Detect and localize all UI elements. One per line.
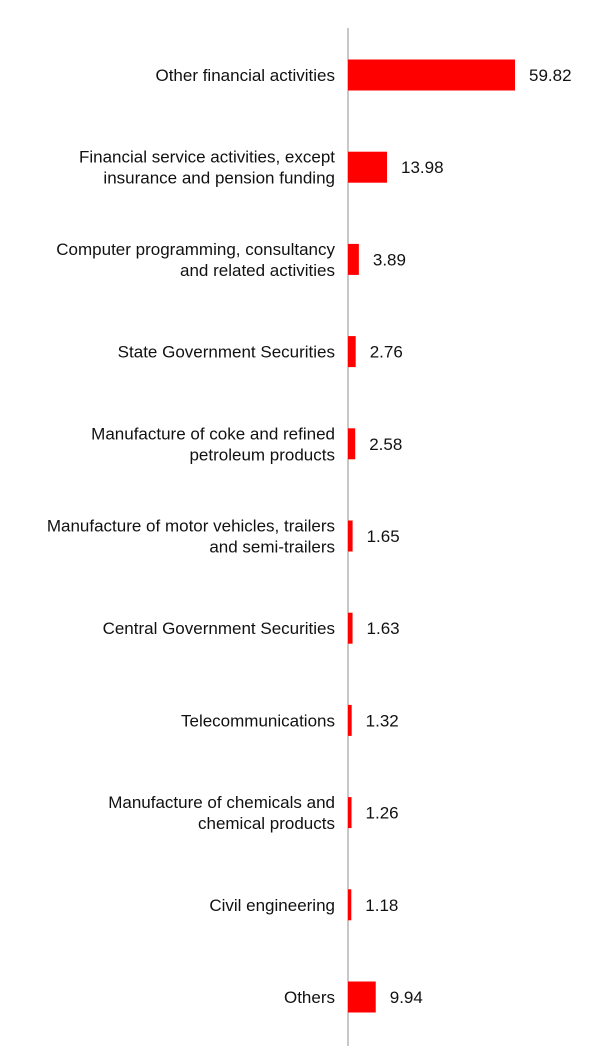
bar-1 xyxy=(348,151,388,183)
value-label-5: 1.65 xyxy=(367,527,400,546)
value-label-1: 13.98 xyxy=(401,158,444,177)
value-label-9: 1.18 xyxy=(365,896,398,915)
category-label-line: Manufacture of coke and refined xyxy=(91,424,335,443)
category-label-line: Manufacture of chemicals and xyxy=(108,793,335,812)
bar-10 xyxy=(348,981,376,1013)
category-label-line: Manufacture of motor vehicles, trailers xyxy=(47,517,335,536)
bar-5 xyxy=(348,520,353,552)
category-label-line: insurance and pension funding xyxy=(103,169,335,188)
category-label-line: chemical products xyxy=(198,814,335,833)
category-label-10: Others xyxy=(284,988,335,1007)
category-label-line: Civil engineering xyxy=(209,896,335,915)
category-label-line: Central Government Securities xyxy=(103,619,335,638)
bars-group xyxy=(348,59,515,1013)
bar-4 xyxy=(348,428,356,460)
value-label-2: 3.89 xyxy=(373,250,406,269)
category-label-line: State Government Securities xyxy=(118,343,335,362)
category-label-1: Financial service activities, except insu… xyxy=(79,148,335,188)
value-label-4: 2.58 xyxy=(369,435,402,454)
category-label-line: Telecommunications xyxy=(181,711,335,730)
category-label-line: Financial service activities, except xyxy=(79,148,335,167)
category-label-0: Other financial activities xyxy=(155,66,335,85)
bar-9 xyxy=(348,889,352,921)
category-label-3: State Government Securities xyxy=(118,343,335,362)
category-label-6: Central Government Securities xyxy=(103,619,335,638)
value-label-6: 1.63 xyxy=(367,619,400,638)
bar-8 xyxy=(348,797,352,829)
category-label-2: Computer programming, consultancy and rel… xyxy=(56,240,335,280)
value-label-8: 1.26 xyxy=(366,804,399,823)
bar-7 xyxy=(348,704,352,736)
category-label-7: Telecommunications xyxy=(181,711,335,730)
value-label-0: 59.82 xyxy=(529,66,572,85)
bar-0 xyxy=(348,59,515,91)
category-label-5: Manufacture of motor vehicles, trailers a… xyxy=(47,517,335,557)
value-label-3: 2.76 xyxy=(370,343,403,362)
bar-3 xyxy=(348,336,356,368)
category-label-9: Civil engineering xyxy=(209,896,335,915)
bar-6 xyxy=(348,612,353,644)
category-label-4: Manufacture of coke and refined petroleum… xyxy=(91,424,335,464)
value-label-7: 1.32 xyxy=(366,711,399,730)
category-label-line: and semi-trailers xyxy=(209,538,335,557)
category-label-line: petroleum products xyxy=(189,445,335,464)
value-labels-group: 59.82 13.98 3.89 2.76 2.58 1.65 1.63 1.32 1.26 1.… xyxy=(365,66,571,1007)
category-label-8: Manufacture of chemicals and chemical pro… xyxy=(108,793,335,833)
value-label-10: 9.94 xyxy=(390,988,423,1007)
category-label-line: and related activities xyxy=(180,261,335,280)
bar-2 xyxy=(348,243,359,275)
category-label-line: Computer programming, consultancy xyxy=(56,240,335,259)
category-label-line: Others xyxy=(284,988,335,1007)
category-labels-group: Other financial activities Financial serv… xyxy=(47,66,336,1007)
category-label-line: Other financial activities xyxy=(155,66,335,85)
